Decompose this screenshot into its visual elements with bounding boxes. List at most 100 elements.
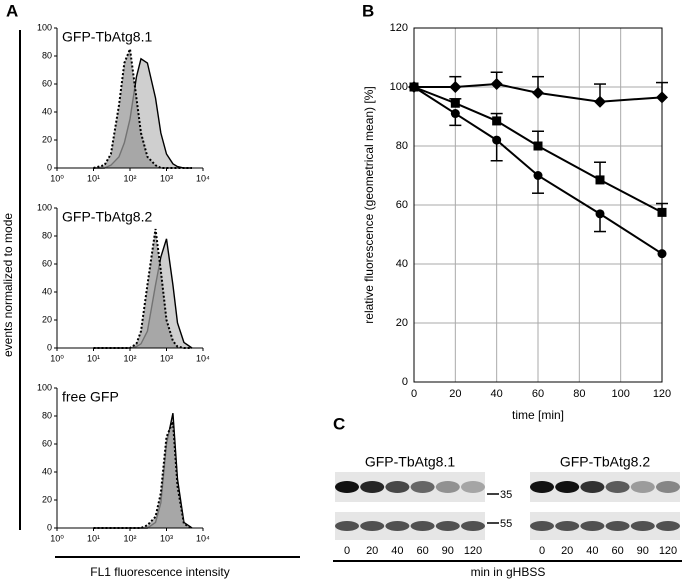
panel-label: C <box>333 414 345 433</box>
band <box>385 521 410 531</box>
marker <box>656 91 668 104</box>
marker <box>450 109 460 119</box>
band <box>605 481 630 493</box>
x-tick-label: 60 <box>532 388 544 400</box>
y-tick-label: 0 <box>402 376 408 388</box>
marker <box>533 141 543 151</box>
band <box>656 521 680 531</box>
lane-label: 40 <box>391 545 403 557</box>
x-tick-label: 10³ <box>160 173 173 183</box>
histogram-fill <box>93 421 193 528</box>
band <box>410 521 435 531</box>
y-tick-label: 100 <box>37 22 52 32</box>
marker <box>595 209 605 219</box>
y-tick-label: 40 <box>396 258 408 270</box>
band <box>410 481 435 493</box>
x-tick-label: 10⁰ <box>50 533 64 543</box>
band <box>335 481 359 493</box>
marker <box>532 86 544 99</box>
chart-title: GFP-TbAtg8.1 <box>62 29 152 45</box>
y-tick-label: 60 <box>396 199 408 211</box>
x-axis-label: FL1 fluorescence intensity <box>90 565 229 579</box>
lane-label: 90 <box>637 545 649 557</box>
panel-label: B <box>362 1 374 20</box>
y-tick-label: 100 <box>37 202 52 212</box>
x-tick-label: 10⁰ <box>50 173 64 183</box>
y-tick-label: 80 <box>396 140 408 152</box>
lane-label: 120 <box>464 545 482 557</box>
size-marker: 35 <box>500 489 512 501</box>
chart-title: free GFP <box>62 389 119 405</box>
x-tick-label: 10² <box>123 533 136 543</box>
x-axis-label: time [min] <box>512 408 564 422</box>
y-tick-label: 80 <box>42 230 52 240</box>
x-tick-label: 10³ <box>160 533 173 543</box>
lane-label: 20 <box>366 545 378 557</box>
marker <box>449 81 462 93</box>
band <box>461 481 485 493</box>
band <box>435 521 460 531</box>
x-tick-label: 0 <box>411 388 417 400</box>
y-tick-label: 20 <box>42 134 52 144</box>
x-tick-label: 10³ <box>160 353 173 363</box>
y-tick-label: 60 <box>42 78 52 88</box>
x-tick-label: 10⁰ <box>50 353 64 363</box>
blot-background <box>530 512 680 540</box>
y-tick-label: 120 <box>390 22 408 34</box>
y-tick-label: 40 <box>42 286 52 296</box>
band <box>555 481 580 493</box>
y-tick-label: 80 <box>42 50 52 60</box>
y-tick-label: 40 <box>42 466 52 476</box>
x-tick-label: 10¹ <box>87 173 100 183</box>
histogram-fill <box>93 49 193 168</box>
band <box>461 521 485 531</box>
x-tick-label: 10¹ <box>87 533 100 543</box>
line <box>413 86 663 214</box>
band <box>630 481 655 493</box>
marker <box>595 175 605 185</box>
blot-background <box>530 472 680 502</box>
x-axis-label: min in gHBSS <box>471 565 546 579</box>
x-tick-label: 10¹ <box>87 353 100 363</box>
band <box>335 521 359 531</box>
band <box>360 481 385 493</box>
y-tick-label: 20 <box>42 314 52 324</box>
x-tick-label: 10² <box>123 353 136 363</box>
y-tick-label: 0 <box>47 522 52 532</box>
lane-label: 120 <box>659 545 677 557</box>
marker <box>492 135 502 145</box>
lane-label: 90 <box>442 545 454 557</box>
y-tick-label: 80 <box>42 410 52 420</box>
blot-label: GFP-TbAtg8.1 <box>365 454 455 470</box>
marker <box>533 171 543 180</box>
y-tick-label: 20 <box>396 317 408 329</box>
band <box>580 521 605 531</box>
band <box>360 521 385 531</box>
lane-label: 20 <box>561 545 573 557</box>
band <box>656 481 680 493</box>
panel-label: A <box>6 1 18 20</box>
x-tick-label: 10⁴ <box>196 353 210 363</box>
band <box>385 481 410 493</box>
y-tick-label: 0 <box>47 162 52 172</box>
band <box>530 481 554 493</box>
band <box>530 521 554 531</box>
x-tick-label: 10² <box>123 173 136 183</box>
blot-background <box>335 512 485 540</box>
marker <box>657 207 667 217</box>
marker <box>490 78 503 91</box>
marker <box>492 116 502 126</box>
x-tick-label: 120 <box>653 388 671 400</box>
y-tick-label: 40 <box>42 106 52 116</box>
line <box>413 86 663 255</box>
blot-label: GFP-TbAtg8.2 <box>560 454 650 470</box>
lane-label: 0 <box>539 545 545 557</box>
lane-label: 0 <box>344 545 350 557</box>
chart-title: GFP-TbAtg8.2 <box>62 209 152 225</box>
lane-label: 40 <box>586 545 598 557</box>
blot-background <box>335 472 485 502</box>
y-tick-label: 100 <box>390 81 408 93</box>
marker <box>409 82 419 92</box>
